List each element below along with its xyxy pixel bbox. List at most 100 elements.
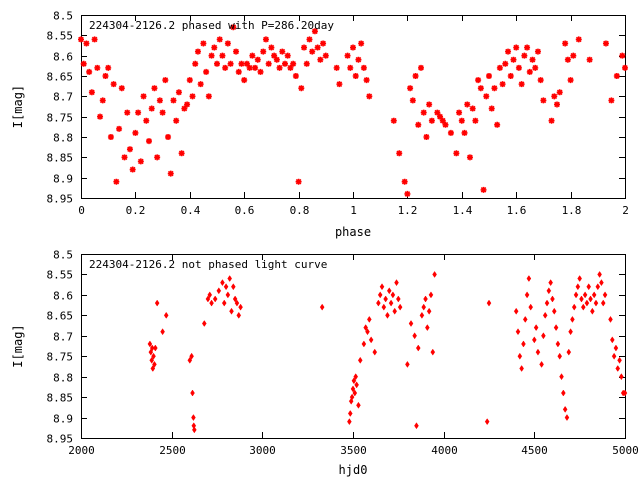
data-point — [595, 283, 601, 291]
data-point — [425, 324, 430, 332]
y-tick-label: 8.9 — [53, 173, 73, 186]
y-tick-label: 8.6 — [53, 51, 73, 64]
data-point — [381, 303, 387, 311]
data-point — [279, 48, 286, 55]
data-point — [551, 307, 557, 315]
data-point — [622, 64, 628, 71]
y-axis-title: I[mag] — [11, 85, 25, 128]
data-point — [94, 64, 101, 71]
data-point — [229, 307, 234, 315]
data-point — [314, 44, 321, 51]
data-point — [225, 291, 231, 299]
data-point — [347, 410, 353, 417]
data-point — [555, 340, 561, 348]
data-point — [170, 97, 177, 104]
data-point — [566, 348, 572, 356]
data-point — [366, 93, 373, 100]
data-point — [524, 44, 531, 51]
data-point — [306, 36, 313, 43]
data-point — [372, 348, 378, 356]
data-point — [529, 56, 536, 63]
data-point — [189, 93, 196, 100]
data-point — [105, 64, 112, 71]
data-series — [147, 270, 628, 434]
data-point — [430, 348, 436, 356]
data-point — [571, 303, 577, 311]
x-tick-label: 4000 — [431, 444, 458, 457]
data-point — [486, 299, 492, 307]
data-point — [533, 324, 539, 332]
data-point — [608, 315, 613, 323]
data-point — [80, 60, 87, 67]
data-point — [617, 356, 622, 364]
data-point — [178, 150, 185, 157]
data-point — [83, 40, 90, 47]
data-point — [181, 105, 188, 112]
data-point — [586, 283, 592, 291]
data-point — [223, 283, 229, 291]
x-tick-label: 2 — [622, 204, 629, 217]
data-point — [551, 93, 558, 100]
data-point — [227, 60, 234, 67]
y-tick-label: 8.7 — [53, 331, 73, 344]
data-point — [491, 85, 498, 92]
data-point — [554, 101, 560, 108]
data-point — [165, 134, 172, 140]
data-point — [528, 303, 534, 311]
data-point — [575, 36, 582, 43]
data-point — [610, 336, 615, 344]
data-point — [113, 178, 120, 185]
data-point — [282, 60, 288, 67]
data-point — [518, 81, 525, 88]
data-point — [205, 93, 212, 100]
data-point — [292, 73, 299, 79]
data-point — [246, 64, 253, 71]
x-tick-label: 1.6 — [507, 204, 527, 217]
data-point — [622, 389, 628, 397]
x-tick-label: 1.8 — [562, 204, 582, 217]
data-point — [224, 40, 231, 47]
data-point — [205, 295, 211, 303]
data-point — [163, 311, 169, 319]
data-point — [567, 77, 574, 84]
data-point — [216, 36, 223, 43]
plot-frame — [81, 15, 626, 199]
data-point — [418, 64, 424, 71]
data-point — [110, 81, 117, 88]
data-point — [208, 52, 215, 59]
data-point — [351, 377, 357, 385]
data-point — [532, 64, 539, 71]
data-series — [78, 24, 628, 197]
data-point — [361, 340, 367, 348]
x-tick-label: 1.2 — [398, 204, 418, 217]
data-point — [268, 44, 275, 51]
data-point — [535, 348, 541, 356]
data-point — [137, 158, 144, 165]
data-point — [365, 328, 370, 336]
data-point — [254, 56, 261, 63]
data-point — [396, 295, 401, 303]
data-point — [423, 295, 428, 303]
data-point — [537, 77, 544, 84]
data-point — [415, 344, 421, 352]
data-point — [546, 287, 552, 295]
data-point — [220, 279, 225, 287]
data-point — [502, 60, 509, 67]
data-point — [227, 275, 232, 282]
data-point — [577, 275, 582, 282]
data-point — [515, 64, 522, 71]
data-point — [160, 328, 165, 336]
data-point — [550, 295, 555, 303]
data-point — [200, 40, 207, 47]
data-point — [513, 307, 519, 315]
data-point — [126, 146, 133, 153]
data-point — [548, 279, 553, 287]
x-axis-title: phase — [335, 225, 371, 239]
data-point — [349, 393, 355, 401]
data-point — [151, 352, 156, 360]
data-point — [412, 73, 419, 79]
data-point — [397, 303, 403, 311]
data-point — [390, 291, 396, 299]
